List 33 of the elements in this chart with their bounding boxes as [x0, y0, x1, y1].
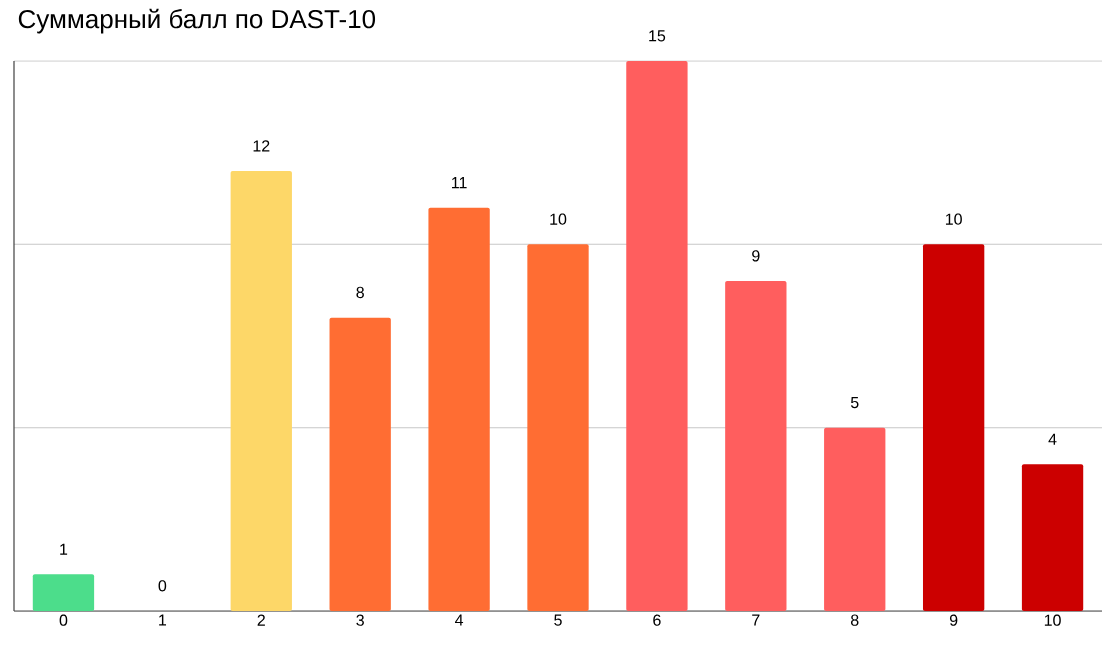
chart-title: Суммарный балл по DAST-10 — [18, 8, 376, 34]
bar — [527, 244, 589, 611]
x-tick-label: 7 — [752, 614, 760, 626]
data-label: 5 — [850, 396, 859, 409]
x-tick-label: 0 — [59, 614, 68, 626]
x-tick-label: 4 — [455, 614, 464, 626]
x-tick-label: 6 — [653, 614, 661, 626]
data-label: 11 — [452, 177, 467, 189]
data-label: 15 — [649, 30, 666, 42]
x-tick-label: 5 — [554, 614, 562, 626]
x-tick-label: 10 — [1044, 614, 1061, 626]
bar — [32, 574, 95, 611]
data-label: 1 — [60, 543, 68, 555]
data-label: 9 — [752, 250, 760, 262]
bar — [428, 207, 490, 611]
x-tick-label: 2 — [257, 614, 265, 626]
bar — [824, 427, 886, 611]
bar — [725, 281, 787, 611]
bar — [922, 244, 985, 611]
data-label: 10 — [945, 213, 962, 225]
bar — [230, 171, 292, 611]
bar — [1021, 464, 1084, 611]
data-label: 10 — [550, 213, 567, 225]
data-label: 12 — [253, 140, 270, 152]
data-label: 0 — [158, 580, 167, 592]
x-tick-label: 8 — [850, 614, 859, 626]
x-tick-label: 3 — [356, 614, 364, 626]
bar — [626, 61, 688, 611]
data-label: 8 — [356, 286, 364, 299]
data-label: 4 — [1048, 433, 1057, 445]
x-tick-label: 9 — [949, 614, 958, 626]
bar — [329, 317, 391, 611]
x-tick-label: 1 — [159, 614, 167, 626]
